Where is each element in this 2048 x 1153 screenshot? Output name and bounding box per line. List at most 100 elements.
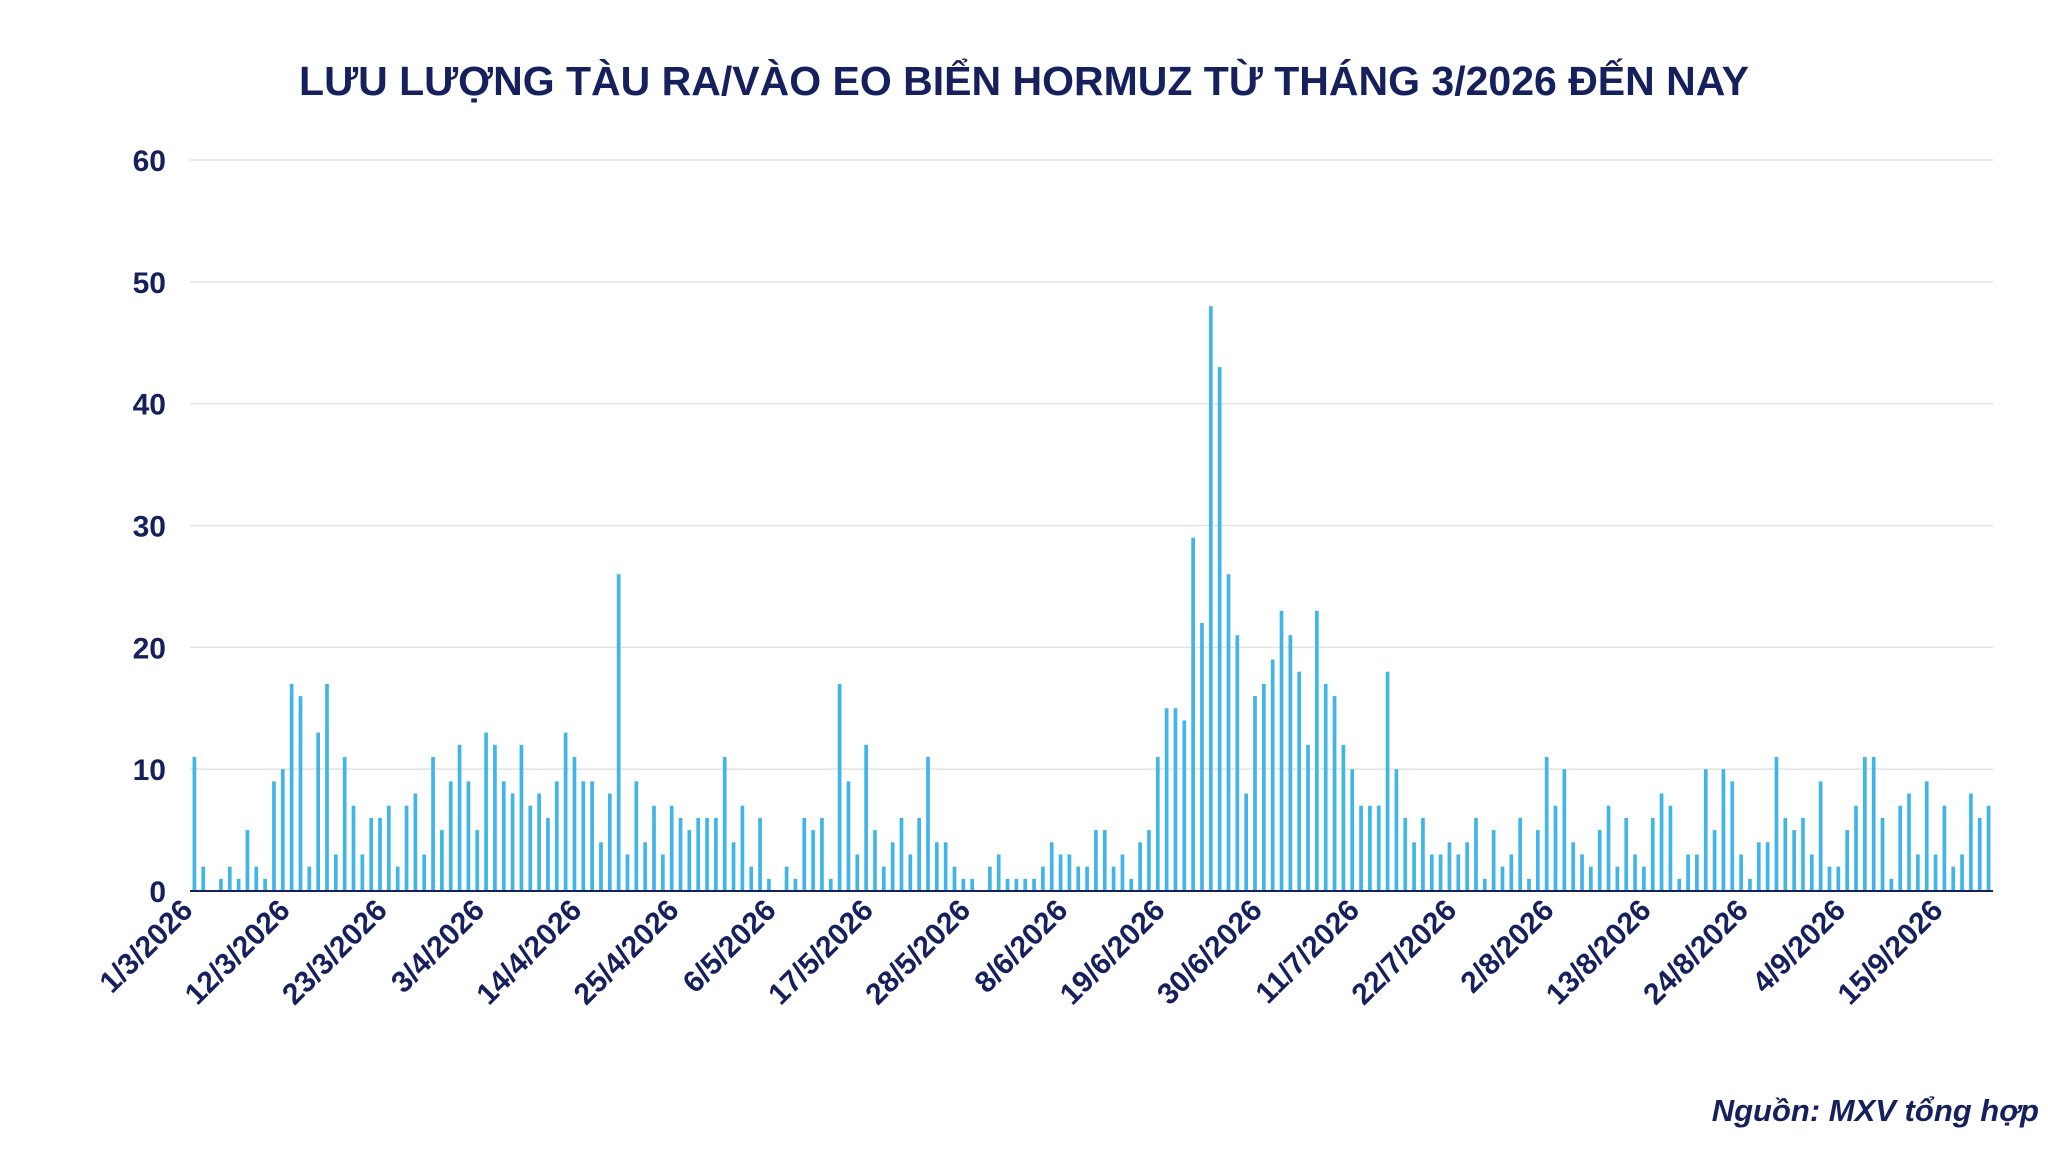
bar [1695,854,1699,891]
bar [1571,842,1576,891]
bar [846,781,851,891]
bar [687,830,692,891]
bar [554,781,559,891]
bar [219,878,223,891]
bar [1182,720,1187,891]
bar [1359,805,1363,891]
bar [1235,635,1240,891]
bar [1589,866,1593,891]
bar [660,854,665,891]
x-tick-label: 19/6/2026 [1054,894,1172,1012]
bar [802,817,807,891]
bar [634,781,639,891]
bar [1544,756,1549,891]
bar [926,756,930,891]
bar [1085,866,1089,891]
bar [678,817,683,891]
bar [1412,842,1416,891]
bar [1368,805,1372,891]
bar [1854,805,1858,891]
bar [881,866,886,891]
bar [1032,878,1036,891]
bar [1730,781,1735,891]
bar [599,842,603,891]
bar [1527,878,1531,891]
bar [1447,842,1452,891]
bar [1907,793,1911,891]
bar [1226,574,1231,891]
bar [289,683,294,891]
bar [1792,830,1796,891]
bar [245,830,250,891]
bar [342,756,347,891]
bar [714,817,718,891]
y-tick-label: 20 [133,632,166,665]
bar [1871,756,1876,891]
bar [1642,866,1646,891]
bar [563,732,568,891]
bar [705,817,709,891]
x-tick-label: 23/3/2026 [276,894,394,1012]
bar [351,805,356,891]
bar [1650,817,1655,891]
bar [1023,878,1028,891]
x-tick-label: 14/4/2026 [471,894,589,1012]
bar [908,854,913,891]
bar [413,793,418,891]
bar [828,878,833,891]
bar [369,817,374,891]
bar [1606,805,1611,891]
bar [758,817,762,891]
bar [890,842,895,891]
bar [590,781,594,891]
bar [1739,854,1743,891]
bar [1942,805,1947,891]
bars [192,306,1991,891]
bar [546,817,550,891]
x-tick-label: 25/4/2026 [568,894,686,1012]
bar [1014,878,1019,891]
y-axis-labels: 0 10 20 30 40 50 60 [133,145,166,909]
bar [1094,830,1098,891]
bar [1765,842,1770,891]
bar [572,756,577,891]
bar [1217,367,1222,891]
bar [1748,878,1752,891]
bar [581,781,586,891]
bar [1624,817,1629,891]
y-tick-label: 50 [133,267,166,300]
bar [1438,854,1443,891]
bar [1208,306,1213,891]
bar [254,866,259,891]
bar [272,781,276,891]
bar [1756,842,1761,891]
bar [899,817,904,891]
bar [722,756,727,891]
y-tick-label: 0 [149,876,166,909]
bar [192,756,197,891]
bar [1633,854,1637,891]
bar [1270,659,1275,891]
bar [1783,817,1788,891]
bar [731,842,736,891]
y-tick-label: 60 [133,145,166,178]
bar [1200,622,1204,891]
bar [1659,793,1664,891]
bar [1164,708,1169,891]
bar [1703,769,1708,891]
bar [1809,854,1814,891]
bar [643,842,648,891]
bar [1535,830,1540,891]
x-tick-label: 17/5/2026 [762,894,880,1012]
bar [263,878,267,891]
bar [1049,842,1054,891]
bar [1686,854,1690,891]
bar [298,696,303,891]
bar [1465,842,1469,891]
bar [855,854,860,891]
bar [1155,756,1160,891]
source-note: Nguồn: MXV tổng hợp [1711,1093,2039,1128]
x-tick-label: 22/7/2026 [1346,894,1464,1012]
bar [1898,805,1903,891]
bar [943,842,948,891]
